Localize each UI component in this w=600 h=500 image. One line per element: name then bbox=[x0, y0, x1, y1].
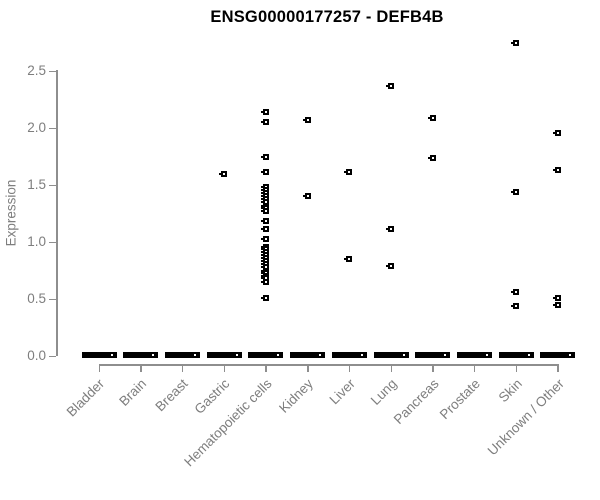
zero-value-bar bbox=[415, 351, 451, 358]
data-point bbox=[511, 188, 520, 195]
y-tick-label: 1.5 bbox=[27, 177, 46, 192]
data-point bbox=[260, 269, 269, 276]
x-axis-tick bbox=[473, 365, 476, 372]
data-point bbox=[552, 167, 561, 174]
x-category-label: Unknown / Other bbox=[484, 376, 567, 459]
data-point bbox=[344, 169, 353, 176]
data-point bbox=[386, 82, 395, 89]
y-tick-label: 2.0 bbox=[27, 120, 46, 135]
y-axis-tick bbox=[49, 298, 56, 300]
data-point bbox=[260, 199, 269, 206]
zero-value-bar bbox=[373, 351, 409, 358]
data-point bbox=[427, 154, 436, 161]
x-axis-tick bbox=[307, 365, 309, 372]
data-point bbox=[260, 275, 269, 282]
y-tick-label: 0.5 bbox=[27, 291, 46, 306]
x-category-label: Prostate bbox=[436, 376, 484, 423]
data-point bbox=[386, 262, 395, 269]
zero-value-bar bbox=[123, 351, 159, 358]
x-category-label: Lung bbox=[367, 376, 400, 408]
data-point bbox=[260, 195, 269, 202]
x-category-label: Breast bbox=[152, 376, 192, 415]
x-axis-tick bbox=[348, 365, 351, 372]
x-category-label: Gastric bbox=[191, 376, 233, 417]
data-point bbox=[552, 129, 561, 136]
zero-value-bar bbox=[456, 351, 492, 358]
data-point bbox=[260, 254, 269, 261]
data-point bbox=[427, 114, 436, 121]
x-axis-tick bbox=[98, 365, 100, 372]
data-point bbox=[511, 39, 520, 46]
y-axis-tick bbox=[49, 70, 56, 72]
x-category-label: Pancreas bbox=[390, 376, 442, 427]
x-axis-tick bbox=[265, 365, 267, 372]
data-point bbox=[260, 189, 269, 196]
y-axis-tick bbox=[49, 127, 56, 129]
data-point bbox=[260, 260, 269, 267]
x-category-label: Brain bbox=[116, 376, 150, 409]
y-tick-label: 0.0 bbox=[27, 348, 46, 363]
data-point bbox=[260, 208, 269, 215]
y-axis-line bbox=[56, 70, 58, 356]
zero-value-bar bbox=[248, 351, 284, 358]
data-point bbox=[260, 235, 269, 242]
data-point bbox=[511, 302, 520, 309]
x-axis-tick bbox=[181, 365, 184, 372]
data-point bbox=[260, 169, 269, 176]
zero-value-bar bbox=[498, 351, 534, 358]
x-category-label: Bladder bbox=[64, 376, 108, 420]
data-point bbox=[260, 119, 269, 126]
data-point bbox=[260, 251, 269, 258]
data-point bbox=[302, 117, 311, 124]
zero-value-bar bbox=[81, 351, 117, 358]
chart-title: ENSG00000177257 - DEFB4B bbox=[210, 8, 444, 26]
zero-value-bar bbox=[540, 351, 576, 358]
data-point bbox=[260, 226, 269, 233]
data-point bbox=[260, 109, 269, 116]
data-point bbox=[302, 193, 311, 200]
x-category-label: Skin bbox=[495, 376, 525, 406]
data-point bbox=[260, 278, 269, 285]
y-tick-label: 1.0 bbox=[27, 234, 46, 249]
data-point bbox=[260, 153, 269, 160]
zero-value-bar bbox=[290, 351, 326, 358]
data-point bbox=[260, 245, 269, 252]
data-point bbox=[260, 264, 269, 271]
x-category-label: Kidney bbox=[276, 376, 317, 416]
x-axis-tick bbox=[515, 365, 518, 372]
x-category-label: Liver bbox=[326, 376, 358, 408]
data-point bbox=[386, 226, 395, 233]
x-axis-line bbox=[99, 364, 559, 366]
x-axis-tick bbox=[140, 365, 142, 372]
data-point bbox=[511, 289, 520, 296]
x-axis-tick bbox=[557, 365, 559, 372]
y-axis-tick bbox=[49, 241, 56, 243]
data-point bbox=[260, 186, 269, 193]
data-point bbox=[219, 170, 228, 177]
zero-value-bar bbox=[206, 351, 242, 358]
y-axis-tick bbox=[49, 184, 56, 186]
data-point bbox=[552, 294, 561, 301]
zero-value-bar bbox=[164, 351, 200, 358]
y-tick-label: 2.5 bbox=[27, 63, 46, 78]
zero-value-bar bbox=[331, 351, 367, 358]
data-point bbox=[344, 256, 353, 263]
x-axis-tick bbox=[223, 365, 226, 372]
data-point bbox=[260, 204, 269, 211]
data-point bbox=[260, 218, 269, 225]
x-axis-tick bbox=[390, 365, 393, 372]
data-point bbox=[260, 294, 269, 301]
data-point bbox=[552, 301, 561, 308]
x-axis-tick bbox=[432, 365, 434, 372]
y-axis-tick bbox=[49, 355, 56, 357]
